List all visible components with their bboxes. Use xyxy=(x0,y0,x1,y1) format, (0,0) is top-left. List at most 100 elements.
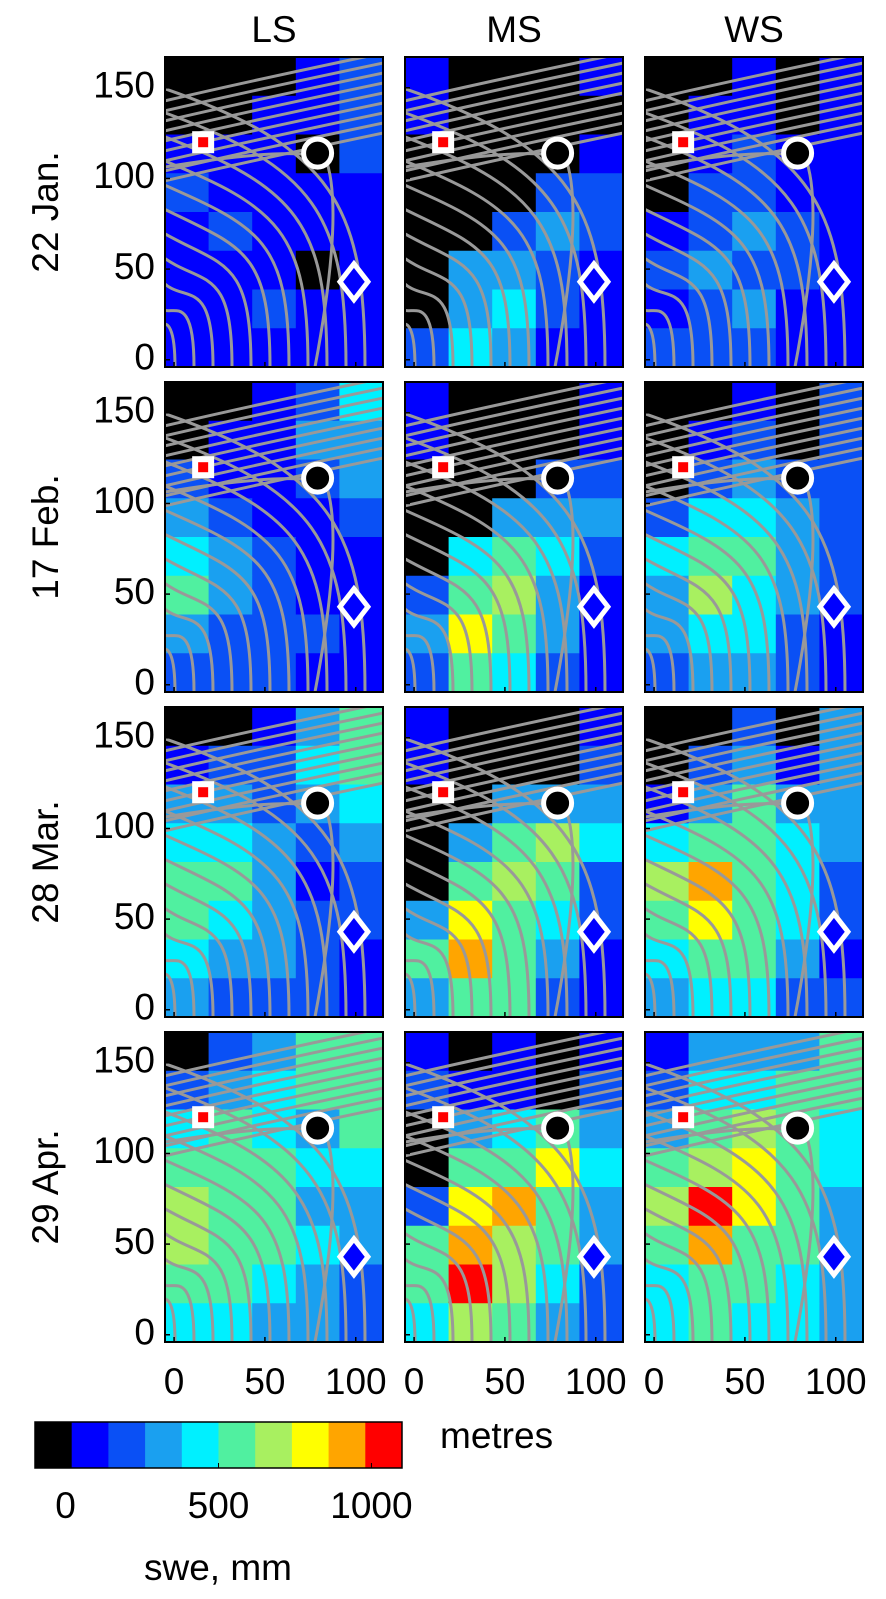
contour xyxy=(645,1182,752,1342)
y-tick-label: 0 xyxy=(134,337,155,378)
contour xyxy=(165,412,367,692)
contour xyxy=(405,882,493,1017)
contour xyxy=(645,1158,771,1342)
contour xyxy=(645,737,847,1017)
marker-circle xyxy=(781,786,815,820)
heat-cell xyxy=(732,1264,777,1304)
contour xyxy=(645,508,771,692)
y-tick-label: 50 xyxy=(114,1221,155,1262)
heat-cell xyxy=(492,614,537,654)
contour xyxy=(165,81,383,133)
contour xyxy=(405,183,531,367)
contour xyxy=(165,857,272,1017)
heat-cell xyxy=(732,939,777,979)
contour xyxy=(405,281,455,367)
contour xyxy=(165,1056,383,1108)
contour xyxy=(165,906,234,1017)
contour xyxy=(405,101,623,153)
marker-diamond xyxy=(816,259,852,304)
contour xyxy=(645,633,676,692)
contour xyxy=(165,1256,215,1342)
contour xyxy=(165,833,291,1017)
contour xyxy=(645,456,863,508)
contour xyxy=(165,416,383,468)
column-title: WS xyxy=(724,9,784,50)
contour xyxy=(405,906,474,1017)
contour xyxy=(165,446,383,498)
contour xyxy=(165,131,383,183)
contour xyxy=(165,581,234,692)
row-label: 17 Feb. xyxy=(25,474,66,599)
panel-frame xyxy=(404,706,624,1018)
contour xyxy=(405,711,623,763)
contour xyxy=(165,1086,383,1138)
panel xyxy=(644,381,864,693)
heat-cell xyxy=(579,1187,624,1227)
contour xyxy=(645,322,657,367)
contour xyxy=(405,761,623,813)
contour xyxy=(645,1096,863,1148)
heat-cell xyxy=(579,173,624,213)
marker-circle xyxy=(541,136,575,170)
contour xyxy=(645,1086,828,1342)
contour xyxy=(405,396,623,448)
panel-frame xyxy=(404,381,624,693)
marker-diamond xyxy=(576,584,612,629)
contour xyxy=(405,1297,417,1342)
contours xyxy=(645,57,863,367)
panel xyxy=(404,706,624,1018)
contour xyxy=(645,81,863,133)
contour xyxy=(165,761,348,1017)
colorbar-swatch xyxy=(218,1422,256,1468)
heat-cell xyxy=(339,1187,384,1227)
contour xyxy=(645,111,828,367)
contour xyxy=(405,809,550,1017)
contour xyxy=(165,101,383,153)
contour xyxy=(165,232,253,367)
contour xyxy=(405,446,623,498)
contour xyxy=(165,633,196,692)
heat-cell xyxy=(492,939,537,979)
colorbar-swatch xyxy=(145,1422,183,1468)
panel-frame xyxy=(644,381,864,693)
row-label: 22 Jan. xyxy=(25,151,66,272)
colorbar-tick-label: 1000 xyxy=(330,1485,412,1526)
contour xyxy=(405,1062,607,1342)
contour xyxy=(405,71,623,123)
contour xyxy=(165,761,383,813)
contours xyxy=(165,707,383,1017)
contour xyxy=(405,1283,436,1342)
contour xyxy=(165,121,383,173)
panel xyxy=(644,1031,864,1343)
panel xyxy=(164,1031,384,1343)
contour xyxy=(405,256,474,367)
contour xyxy=(405,833,531,1017)
marker-square-core xyxy=(438,462,449,473)
heat-cell xyxy=(579,862,624,902)
contour xyxy=(405,382,612,428)
contour xyxy=(645,1256,695,1342)
y-tick-label: 50 xyxy=(114,896,155,937)
heat-cell xyxy=(339,537,384,577)
contour xyxy=(645,711,863,763)
contour xyxy=(645,207,752,367)
contour xyxy=(165,741,383,793)
contour xyxy=(645,833,771,1017)
marker-diamond xyxy=(576,1234,612,1279)
contour xyxy=(405,1134,550,1342)
x-tick-label: 0 xyxy=(404,1361,425,1402)
contours xyxy=(645,707,863,1017)
contour xyxy=(645,1066,863,1118)
heat-cell xyxy=(405,707,450,747)
contour xyxy=(165,1207,253,1342)
contour xyxy=(645,557,733,692)
heat-cell xyxy=(579,823,624,863)
contour xyxy=(405,958,436,1017)
heat-cell xyxy=(252,939,297,979)
contour xyxy=(405,1096,623,1148)
heat-cell xyxy=(339,1148,384,1188)
marker-diamond xyxy=(816,909,852,954)
contour xyxy=(645,416,863,468)
contour xyxy=(645,647,657,692)
